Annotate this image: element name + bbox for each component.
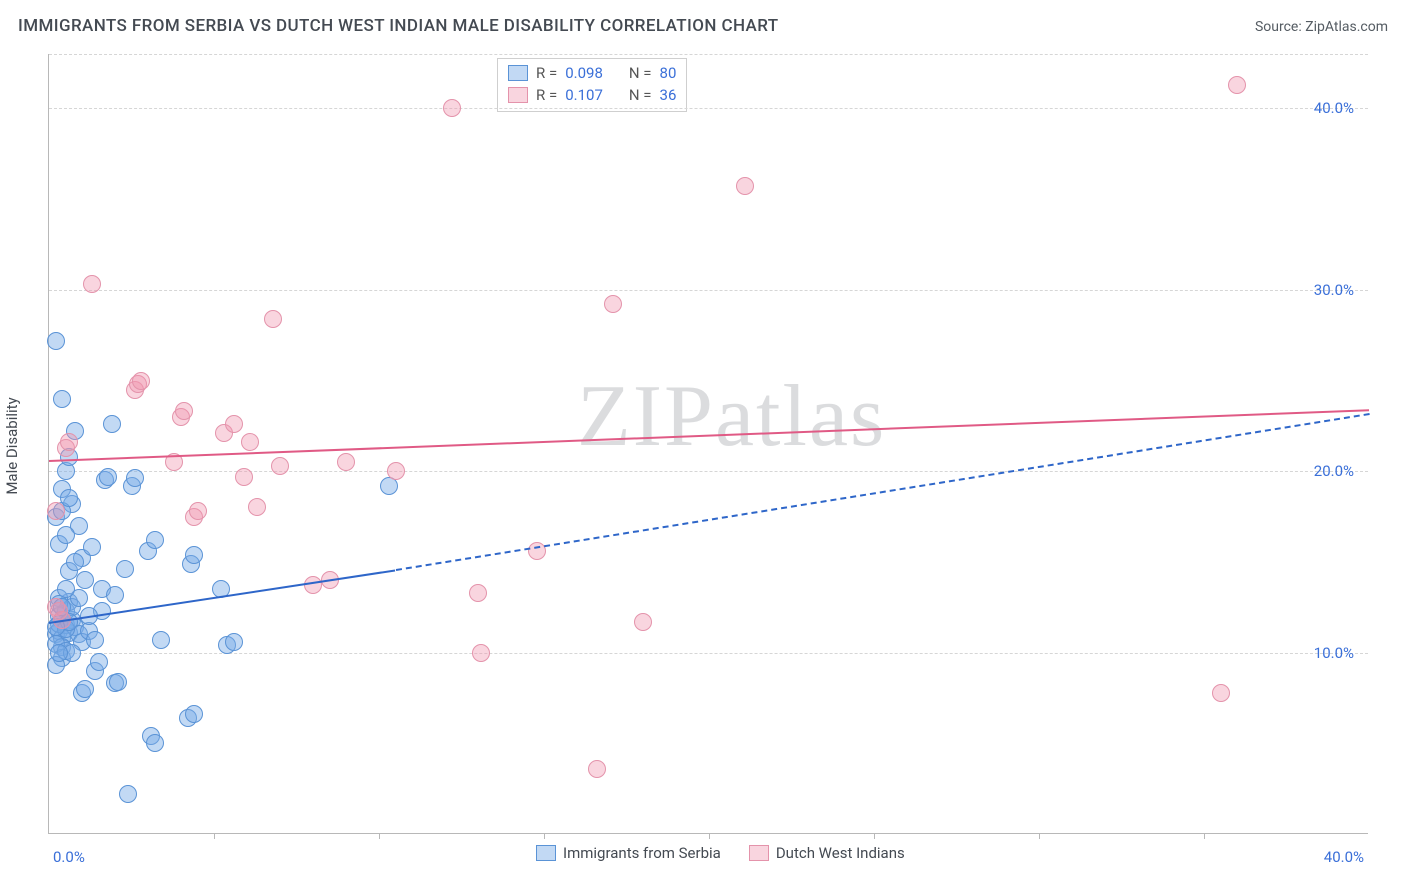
legend-r-prefix: R =: [536, 62, 557, 84]
data-point-dutch: [604, 295, 622, 313]
data-point-dutch: [225, 415, 243, 433]
data-point-serbia: [146, 531, 164, 549]
legend-row-dutch: R = 0.107 N = 36: [508, 84, 676, 106]
data-point-dutch: [189, 502, 207, 520]
data-point-dutch: [634, 613, 652, 631]
data-point-dutch: [241, 433, 259, 451]
data-point-serbia: [66, 553, 84, 571]
data-point-serbia: [86, 631, 104, 649]
legend-swatch: [508, 65, 528, 81]
gridline: [49, 290, 1368, 291]
correlation-legend: R = 0.098 N = 80 R = 0.107 N = 36: [497, 58, 687, 112]
data-point-serbia: [103, 415, 121, 433]
x-tick-mark: [1204, 833, 1205, 839]
legend-swatch: [536, 845, 556, 861]
data-point-dutch: [264, 310, 282, 328]
data-point-dutch: [469, 584, 487, 602]
data-point-dutch: [271, 457, 289, 475]
data-point-serbia: [109, 673, 127, 691]
gridline: [49, 108, 1368, 109]
legend-row-serbia: R = 0.098 N = 80: [508, 62, 676, 84]
chart-title: IMMIGRANTS FROM SERBIA VS DUTCH WEST IND…: [18, 16, 779, 36]
data-point-dutch: [132, 372, 150, 390]
data-point-dutch: [472, 644, 490, 662]
data-point-serbia: [126, 469, 144, 487]
legend-item-serbia: Immigrants from Serbia: [536, 844, 721, 862]
x-tick-mark: [709, 833, 710, 839]
legend-n-value: 80: [660, 62, 677, 84]
data-point-serbia: [57, 580, 75, 598]
data-point-dutch: [1212, 684, 1230, 702]
data-point-dutch: [443, 99, 461, 117]
data-point-serbia: [225, 633, 243, 651]
source-name: ZipAtlas.com: [1305, 19, 1388, 35]
data-point-serbia: [106, 586, 124, 604]
scatter-plot-area: ZIPatlas R = 0.098 N = 80 R = 0.107 N = 36 10.0…: [48, 54, 1368, 834]
data-point-serbia: [99, 468, 117, 486]
data-point-serbia: [53, 390, 71, 408]
data-point-serbia: [76, 680, 94, 698]
data-point-dutch: [1228, 76, 1246, 94]
data-point-serbia: [76, 571, 94, 589]
y-tick-label: 40.0%: [1314, 99, 1354, 117]
legend-item-dutch: Dutch West Indians: [749, 844, 905, 862]
data-point-serbia: [50, 644, 68, 662]
data-point-serbia: [47, 332, 65, 350]
x-tick-mark: [544, 833, 545, 839]
legend-swatch: [749, 845, 769, 861]
legend-r-value: 0.098: [565, 62, 603, 84]
series-legend: Immigrants from Serbia Dutch West Indians: [536, 844, 905, 862]
legend-n-value: 36: [660, 84, 677, 106]
data-point-dutch: [387, 462, 405, 480]
x-max-label: 40.0%: [1324, 848, 1364, 866]
y-tick-label: 30.0%: [1314, 281, 1354, 299]
data-point-serbia: [185, 546, 203, 564]
x-origin-label: 0.0%: [53, 848, 85, 866]
data-point-dutch: [736, 177, 754, 195]
data-point-serbia: [119, 785, 137, 803]
watermark: ZIPatlas: [577, 366, 886, 467]
legend-label: Immigrants from Serbia: [563, 844, 721, 862]
legend-n-prefix: N =: [629, 84, 652, 106]
data-point-dutch: [235, 468, 253, 486]
x-tick-mark: [379, 833, 380, 839]
legend-swatch: [508, 87, 528, 103]
source-attribution: Source: ZipAtlas.com: [1255, 19, 1388, 35]
data-point-serbia: [146, 734, 164, 752]
data-point-dutch: [588, 760, 606, 778]
data-point-dutch: [175, 402, 193, 420]
gridline: [49, 653, 1368, 654]
data-point-dutch: [304, 576, 322, 594]
data-point-dutch: [47, 502, 65, 520]
legend-r-value: 0.107: [565, 84, 603, 106]
y-axis-label: Male Disability: [3, 397, 21, 494]
data-point-serbia: [57, 526, 75, 544]
data-point-dutch: [337, 453, 355, 471]
x-tick-mark: [874, 833, 875, 839]
legend-n-prefix: N =: [629, 62, 652, 84]
data-point-serbia: [90, 653, 108, 671]
gridline: [49, 54, 1368, 55]
source-prefix: Source:: [1255, 19, 1305, 35]
legend-label: Dutch West Indians: [776, 844, 905, 862]
y-tick-label: 10.0%: [1314, 644, 1354, 662]
legend-r-prefix: R =: [536, 84, 557, 106]
data-point-dutch: [83, 275, 101, 293]
x-tick-mark: [1039, 833, 1040, 839]
data-point-serbia: [185, 705, 203, 723]
y-tick-label: 20.0%: [1314, 462, 1354, 480]
trend-line: [395, 413, 1369, 571]
data-point-serbia: [152, 631, 170, 649]
data-point-serbia: [83, 538, 101, 556]
data-point-dutch: [248, 498, 266, 516]
data-point-serbia: [116, 560, 134, 578]
x-tick-mark: [214, 833, 215, 839]
data-point-dutch: [60, 433, 78, 451]
